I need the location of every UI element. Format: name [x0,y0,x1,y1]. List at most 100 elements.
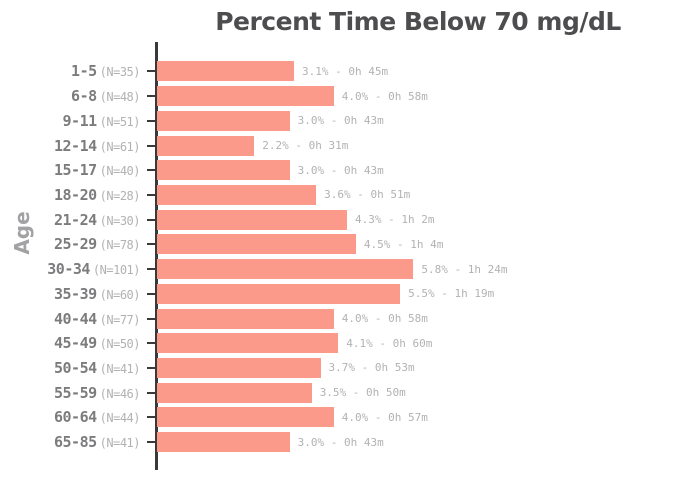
bar-value-label: 3.6% - 0h 51m [324,188,411,202]
y-tick-label: 15-17 (N=40) [0,161,141,180]
age-group-label: 30-34 [47,260,90,279]
sample-size-label: (N=48) [99,90,141,105]
y-tick-label: 9-11 (N=51) [0,111,141,130]
sample-size-label: (N=77) [99,312,141,327]
chart-row: 35-39 (N=60) 5.5% - 1h 19m [0,281,700,306]
age-group-label: 18-20 [53,185,97,204]
y-tick-label: 50-54 (N=41) [0,359,141,377]
age-group-label: 60-64 [53,408,97,427]
chart-row: 65-85 (N=41) 3.0% - 0h 43m [0,430,700,455]
bar [157,407,334,428]
chart-row: 18-20 (N=28) 3.6% - 0h 51m [0,183,700,208]
age-group-label: 12-14 [53,136,97,155]
bar [157,86,334,107]
bar-rows-container: 1-5 (N=35) 3.1% - 0h 45m 6-8 (N=48) 4.0% - 0h… [0,59,700,455]
age-group-label: 25-29 [53,235,97,254]
sample-size-label: (N=35) [99,65,141,80]
age-group-label: 55-59 [53,383,97,402]
axis-tick [147,169,156,172]
y-tick-label: 21-24 (N=30) [0,210,141,229]
bar-value-label: 3.1% - 0h 45m [302,64,389,78]
y-tick-label: 6-8 (N=48) [0,87,140,105]
y-tick-label: 45-49 (N=50) [0,334,141,353]
sample-size-label: (N=28) [99,188,141,203]
bar [157,61,295,82]
chart-row: 12-14 (N=61) 2.2% - 0h 31m [0,133,700,158]
bar [157,283,401,304]
bar-value-label: 3.0% - 0h 43m [297,114,384,128]
chart-row: 1-5 (N=35) 3.1% - 0h 45m [0,59,700,84]
bar [157,160,290,181]
y-tick-label: 55-59 (N=46) [0,383,141,402]
bar [157,234,356,255]
chart-row: 40-44 (N=77) 4.0% - 0h 58m [0,306,700,331]
axis-tick [147,193,156,196]
age-group-label: 65-85 [53,433,97,452]
y-tick-label: 12-14 (N=61) [0,136,141,155]
bar [157,382,312,403]
age-group-label: 15-17 [53,161,97,180]
y-tick-label: 18-20 (N=28) [0,185,141,204]
sample-size-label: (N=50) [99,337,141,352]
age-group-label: 6-8 [71,87,97,106]
sample-size-label: (N=44) [99,411,141,426]
sample-size-label: (N=51) [99,114,141,129]
axis-tick [147,119,156,122]
bar [157,184,317,205]
age-group-label: 45-49 [53,334,97,353]
bar [157,357,321,378]
sample-size-label: (N=61) [99,139,141,154]
chart-title: Percent Time Below 70 mg/dL [215,7,621,36]
bar-value-label: 4.0% - 0h 58m [341,89,428,103]
chart-row: 45-49 (N=50) 4.1% - 0h 60m [0,331,700,356]
sample-size-label: (N=101) [92,263,141,278]
bar-value-label: 3.0% - 0h 43m [297,435,384,449]
bar-value-label: 4.3% - 1h 2m [355,213,435,227]
bar-value-label: 3.0% - 0h 43m [297,163,384,177]
bar-value-label: 5.5% - 1h 19m [408,287,495,301]
axis-tick [147,243,156,246]
axis-tick [147,70,156,73]
bar-value-label: 3.5% - 0h 50m [319,386,406,400]
y-tick-label: 1-5 (N=35) [0,62,140,80]
axis-tick [147,218,156,221]
chart-row: 60-64 (N=44) 4.0% - 0h 57m [0,405,700,430]
y-axis-line [155,42,158,470]
sample-size-label: (N=46) [99,386,141,401]
bar-value-label: 4.0% - 0h 57m [341,410,428,424]
bar [157,333,339,354]
sample-size-label: (N=41) [99,361,141,376]
axis-tick [147,95,156,98]
y-tick-label: 60-64 (N=44) [0,408,141,427]
y-tick-label: 40-44 (N=77) [0,309,141,328]
chart-row: 15-17 (N=40) 3.0% - 0h 43m [0,158,700,183]
chart-row: 50-54 (N=41) 3.7% - 0h 53m [0,356,700,381]
bar-value-label: 3.7% - 0h 53m [328,361,415,375]
axis-tick [147,144,156,147]
chart-row: 9-11 (N=51) 3.0% - 0h 43m [0,108,700,133]
chart-row: 6-8 (N=48) 4.0% - 0h 58m [0,84,700,109]
chart-row: 25-29 (N=78) 4.5% - 1h 4m [0,232,700,257]
age-group-label: 9-11 [62,111,98,130]
axis-tick [147,391,156,394]
axis-tick [147,268,156,271]
age-group-label: 40-44 [53,309,97,328]
bar-value-label: 4.1% - 0h 60m [346,336,433,350]
axis-tick [147,441,156,444]
age-group-label: 35-39 [53,284,97,303]
chart-row: 21-24 (N=30) 4.3% - 1h 2m [0,207,700,232]
sample-size-label: (N=30) [99,213,141,228]
sample-size-label: (N=41) [99,436,141,451]
bar-value-label: 2.2% - 0h 31m [262,139,349,153]
y-tick-label: 25-29 (N=78) [0,235,141,254]
y-tick-label: 65-85 (N=41) [0,433,141,452]
bar [157,259,414,280]
age-group-label: 21-24 [53,210,97,229]
bar [157,209,348,230]
chart-row: 55-59 (N=46) 3.5% - 0h 50m [0,380,700,405]
bar-value-label: 4.0% - 0h 58m [341,312,428,326]
bar [157,135,255,156]
bar-value-label: 4.5% - 1h 4m [363,237,444,251]
axis-tick [147,292,156,295]
